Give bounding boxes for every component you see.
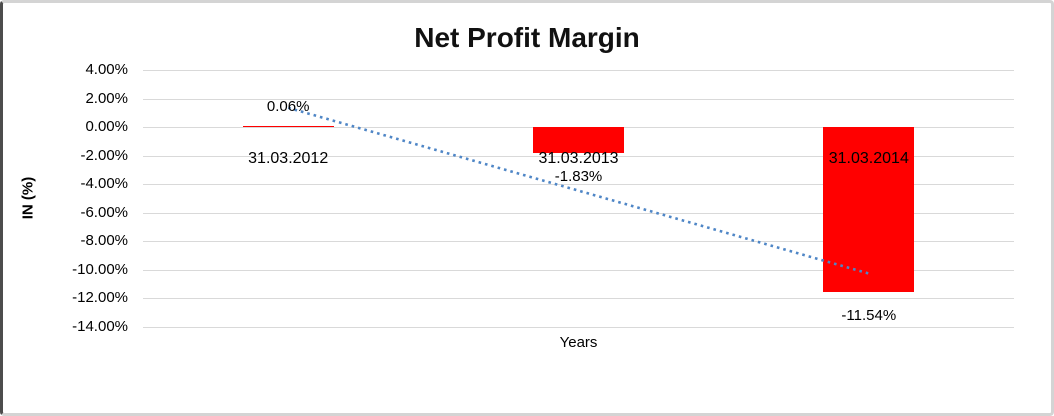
y-tick-label: 0.00% [85, 118, 128, 136]
y-tick-label: -2.00% [80, 146, 128, 164]
data-label: 0.06% [266, 97, 310, 115]
gridline [143, 184, 1014, 186]
gridline [143, 241, 1014, 243]
y-tick-label: 2.00% [85, 89, 128, 107]
trendline-dotted-line [287, 106, 870, 275]
chart-title: Net Profit Margin [414, 22, 640, 53]
y-tick-label: 4.00% [85, 61, 128, 78]
gridline [143, 212, 1014, 214]
gridline [143, 327, 1014, 328]
y-tick-label: -12.00% [72, 289, 128, 307]
y-tick-label: -6.00% [80, 203, 128, 221]
bar [823, 127, 915, 292]
y-tick-label: -10.00% [72, 260, 128, 278]
data-label: -1.83% [554, 168, 603, 186]
gridline [143, 269, 1014, 271]
trendline [287, 106, 870, 275]
bar [533, 127, 624, 154]
y-tick-label: -8.00% [80, 232, 128, 250]
gridline [143, 155, 1014, 157]
category-label: 31.03.2014 [828, 150, 909, 168]
gridline [143, 98, 1014, 100]
category-label: 31.03.2012 [248, 150, 329, 168]
gridline [143, 70, 1014, 71]
bar [242, 125, 334, 128]
data-label: -11.54% [841, 306, 897, 324]
y-tick-label: -4.00% [80, 175, 128, 193]
x-axis-title: Years [559, 334, 598, 351]
category-label: 31.03.2013 [538, 150, 619, 168]
gridline [143, 298, 1014, 300]
y-tick-label: -14.00% [72, 318, 128, 335]
y-axis-title: IN (%) [19, 176, 37, 220]
